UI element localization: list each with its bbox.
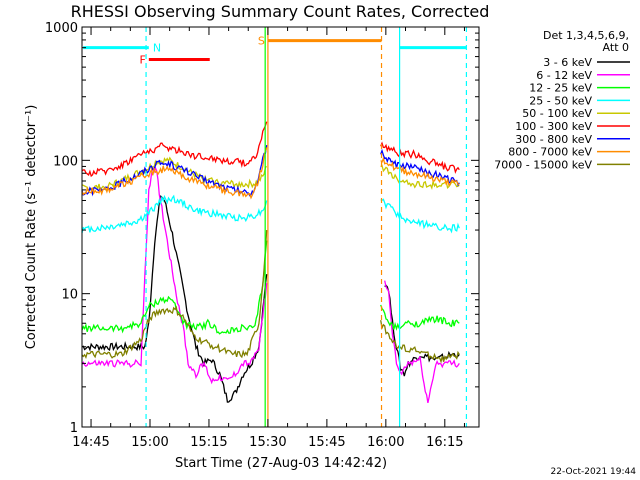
legend-label: 3 - 6 keV [543, 56, 592, 69]
series-12-25-kev-segment-1 [380, 304, 460, 331]
x-tick-label-0: 14:45 [72, 435, 109, 450]
x-tick-label-2: 15:15 [190, 435, 227, 450]
series-25-50-kev [81, 194, 460, 234]
legend-entry-7000-15000-kev: 7000 - 15000 keV [494, 158, 630, 171]
x-tick-label-4: 15:45 [308, 435, 345, 450]
flag-label-s: S [258, 35, 265, 48]
y-axis: 1 10 100 1000 [45, 21, 479, 436]
series-100-300-kev [81, 121, 460, 178]
legend-entry-25-50-kev: 25 - 50 keV [529, 94, 630, 107]
legend-label: 50 - 100 keV [522, 107, 592, 120]
series-12-25-kev [81, 240, 460, 335]
x-axis: 14:45 15:00 15:15 15:30 15:45 16:00 16:15 [72, 27, 465, 450]
vertical-markers-group [145, 27, 468, 427]
series-300-800-kev-segment-1 [380, 148, 460, 187]
legend-entry-800-7000-kev: 800 - 7000 keV [508, 146, 630, 159]
flag-label-f: F [139, 54, 145, 67]
y-axis-label: Corrected Count Rate (s⁻¹ detector⁻¹) [24, 105, 39, 350]
y-tick-label-1: 10 [61, 288, 78, 303]
x-axis-label: Start Time (27-Aug-03 14:42:42) [175, 456, 387, 471]
series-800-7000-kev-segment-0 [81, 147, 268, 200]
data-series-group [81, 121, 460, 404]
legend-entry-3-6-kev: 3 - 6 keV [543, 56, 630, 69]
series-25-50-kev-segment-0 [81, 194, 268, 234]
series-7000-15000-kev [81, 230, 460, 364]
series-3-6-kev-segment-0 [81, 195, 268, 403]
series-800-7000-kev-segment-1 [380, 156, 460, 187]
y-tick-label-3: 1000 [45, 21, 78, 36]
legend-label: 100 - 300 keV [515, 120, 592, 133]
chart-title: RHESSI Observing Summary Count Rates, Co… [71, 2, 490, 21]
x-tick-label-5: 16:00 [367, 435, 404, 450]
series-6-12-kev-segment-1 [384, 280, 460, 404]
legend-header-line-2: Att 0 [603, 41, 629, 54]
x-tick-label-1: 15:00 [131, 435, 168, 450]
series-12-25-kev-segment-0 [81, 240, 268, 335]
legend-label: 12 - 25 keV [529, 82, 592, 95]
observing-flag-bars-group: NF S [83, 35, 467, 67]
legend-entry-100-300-kev: 100 - 300 keV [515, 120, 630, 133]
plot-frame [81, 26, 480, 428]
legend-label: 25 - 50 keV [529, 94, 592, 107]
flag-label-n: N [153, 42, 161, 55]
legend-label: 300 - 800 keV [515, 133, 592, 146]
series-100-300-kev-segment-1 [380, 141, 460, 174]
legend-entry-6-12-kev: 6 - 12 keV [536, 69, 630, 82]
legend-label: 7000 - 15000 keV [494, 158, 592, 171]
series-25-50-kev-segment-1 [380, 198, 460, 234]
legend-label: 6 - 12 keV [536, 69, 592, 82]
series-7000-15000-kev-segment-0 [81, 230, 268, 360]
series-100-300-kev-segment-0 [81, 121, 268, 178]
x-tick-label-3: 15:30 [249, 435, 286, 450]
legend-label: 800 - 7000 keV [508, 146, 592, 159]
footer-date: 22-Oct-2021 19:44 [551, 467, 637, 477]
y-tick-label-0: 1 [70, 421, 78, 436]
series-7000-15000-kev-segment-1 [380, 320, 460, 364]
y-tick-label-2: 100 [53, 154, 78, 169]
legend-entry-300-800-kev: 300 - 800 keV [515, 133, 630, 146]
series-6-12-kev [81, 166, 460, 404]
legend-entry-12-25-kev: 12 - 25 keV [529, 82, 630, 95]
series-6-12-kev-segment-0 [81, 166, 268, 385]
series-800-7000-kev [81, 147, 460, 200]
x-tick-label-6: 16:15 [426, 435, 463, 450]
series-50-100-kev-segment-0 [81, 156, 268, 193]
legend-header-line-1: Det 1,3,4,5,6,9, [543, 29, 629, 42]
legend-entry-50-100-kev: 50 - 100 keV [522, 107, 630, 120]
